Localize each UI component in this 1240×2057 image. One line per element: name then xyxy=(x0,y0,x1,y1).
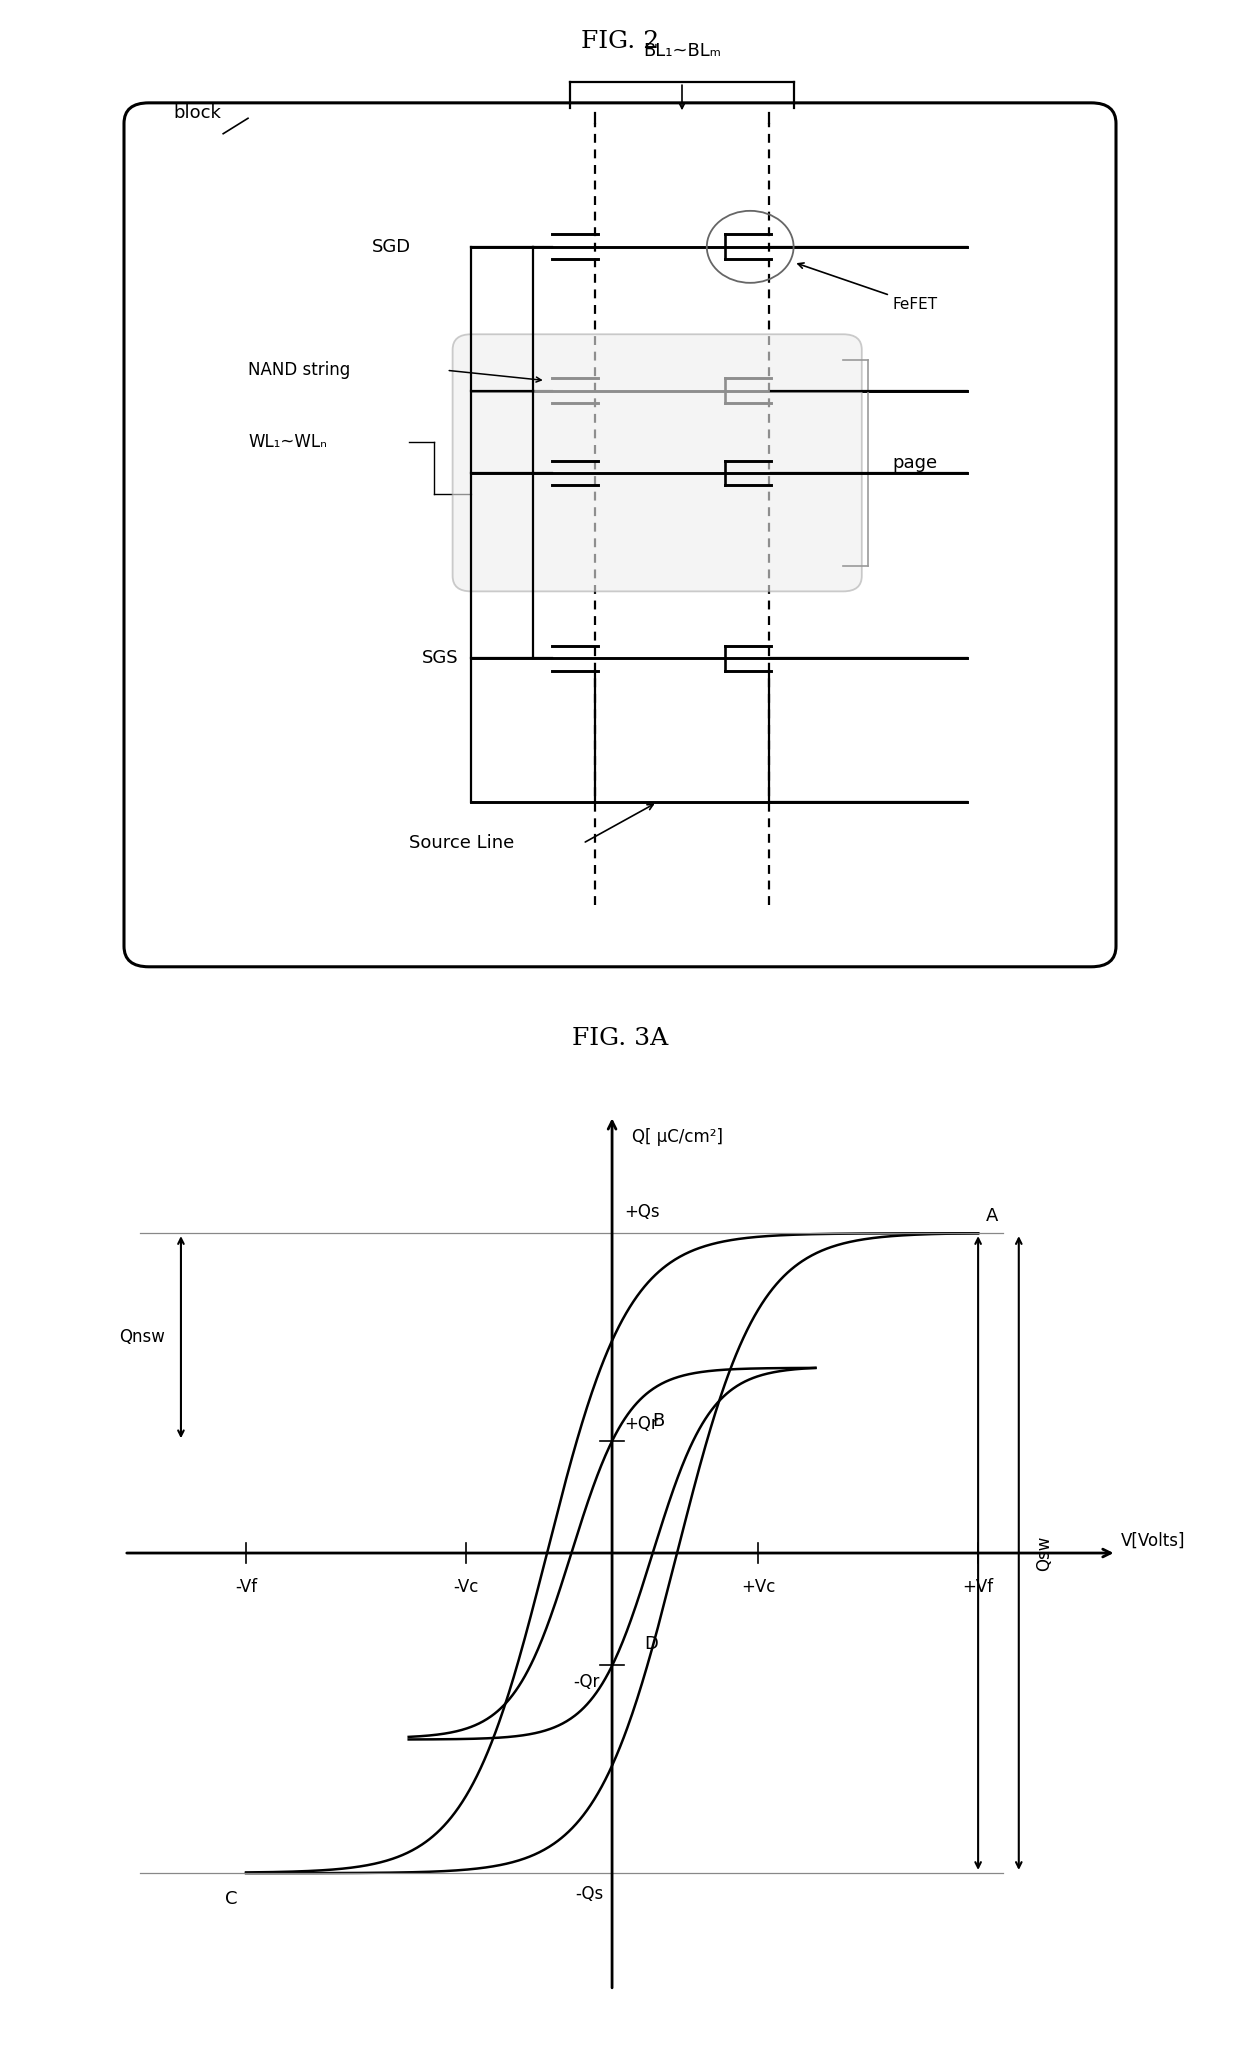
Text: page: page xyxy=(893,455,937,471)
Text: Qsw: Qsw xyxy=(1035,1535,1053,1572)
Text: SGD: SGD xyxy=(372,239,412,255)
Text: B: B xyxy=(652,1411,665,1430)
Text: block: block xyxy=(174,105,222,121)
Text: FIG. 2: FIG. 2 xyxy=(580,29,660,53)
Text: FeFET: FeFET xyxy=(799,263,937,311)
FancyBboxPatch shape xyxy=(453,335,862,592)
Text: A: A xyxy=(986,1207,998,1224)
Text: +Vf: +Vf xyxy=(962,1578,993,1596)
Text: -Vf: -Vf xyxy=(234,1578,257,1596)
Text: -Qs: -Qs xyxy=(575,1886,604,1903)
FancyBboxPatch shape xyxy=(124,103,1116,967)
Text: Q[ μC/cm²]: Q[ μC/cm²] xyxy=(632,1127,723,1146)
Text: FIG. 3A: FIG. 3A xyxy=(572,1026,668,1051)
Text: Source Line: Source Line xyxy=(409,835,515,852)
Text: SGS: SGS xyxy=(422,650,459,666)
Text: Qnsw: Qnsw xyxy=(119,1329,165,1345)
Text: BL₁~BLₘ: BL₁~BLₘ xyxy=(644,43,720,60)
Text: C: C xyxy=(226,1890,238,1907)
Text: -Vc: -Vc xyxy=(453,1578,479,1596)
Text: V[Volts]: V[Volts] xyxy=(1121,1530,1185,1549)
Text: -Qr: -Qr xyxy=(573,1674,600,1691)
Text: +Vc: +Vc xyxy=(742,1578,776,1596)
Text: WL₁~WLₙ: WL₁~WLₙ xyxy=(248,434,327,450)
Text: D: D xyxy=(645,1635,658,1654)
Text: +Qs: +Qs xyxy=(624,1203,660,1220)
Text: +Qr: +Qr xyxy=(624,1415,658,1432)
Text: NAND string: NAND string xyxy=(248,362,350,378)
